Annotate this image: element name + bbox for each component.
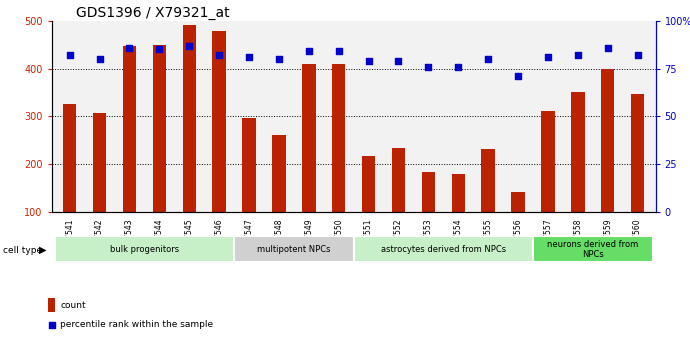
Bar bbox=[213, 31, 226, 260]
Point bbox=[214, 52, 225, 58]
Text: count: count bbox=[60, 301, 86, 310]
Bar bbox=[482, 149, 495, 260]
Text: bulk progenitors: bulk progenitors bbox=[110, 245, 179, 254]
Point bbox=[572, 52, 583, 58]
Bar bbox=[533, 236, 653, 262]
Bar bbox=[152, 45, 166, 260]
Bar bbox=[353, 236, 533, 262]
Bar bbox=[451, 174, 465, 260]
Point bbox=[453, 64, 464, 69]
Text: percentile rank within the sample: percentile rank within the sample bbox=[60, 320, 213, 329]
Point bbox=[154, 47, 165, 52]
Bar bbox=[631, 94, 644, 260]
Point bbox=[482, 56, 493, 62]
Point bbox=[602, 45, 613, 50]
Point bbox=[423, 64, 434, 69]
Bar bbox=[123, 46, 136, 260]
Bar bbox=[392, 148, 405, 260]
Point bbox=[46, 322, 57, 327]
Bar bbox=[422, 172, 435, 260]
Point bbox=[333, 49, 344, 54]
Bar bbox=[272, 135, 286, 260]
Text: astrocytes derived from NPCs: astrocytes derived from NPCs bbox=[381, 245, 506, 254]
Bar bbox=[511, 192, 524, 260]
Bar bbox=[183, 26, 196, 260]
Bar bbox=[362, 156, 375, 260]
Text: GDS1396 / X79321_at: GDS1396 / X79321_at bbox=[76, 6, 230, 20]
Point bbox=[513, 73, 524, 79]
Point bbox=[94, 56, 105, 62]
Bar bbox=[55, 236, 234, 262]
Text: multipotent NPCs: multipotent NPCs bbox=[257, 245, 331, 254]
Point bbox=[363, 58, 374, 64]
Point bbox=[124, 45, 135, 50]
Point bbox=[393, 58, 404, 64]
Bar bbox=[234, 236, 353, 262]
Bar bbox=[601, 69, 614, 260]
Bar bbox=[93, 113, 106, 260]
Text: cell type: cell type bbox=[3, 246, 43, 255]
Bar bbox=[332, 64, 346, 260]
Point bbox=[304, 49, 315, 54]
Point bbox=[244, 54, 255, 60]
Text: ▶: ▶ bbox=[39, 245, 47, 255]
Text: neurons derived from
NPCs: neurons derived from NPCs bbox=[547, 239, 638, 259]
Point bbox=[632, 52, 643, 58]
Bar bbox=[63, 105, 77, 260]
Bar bbox=[571, 91, 584, 260]
Bar bbox=[541, 111, 555, 260]
Point bbox=[273, 56, 284, 62]
Bar bbox=[242, 118, 256, 260]
Point bbox=[184, 43, 195, 48]
Point bbox=[542, 54, 553, 60]
Bar bbox=[302, 64, 315, 260]
Point bbox=[64, 52, 75, 58]
